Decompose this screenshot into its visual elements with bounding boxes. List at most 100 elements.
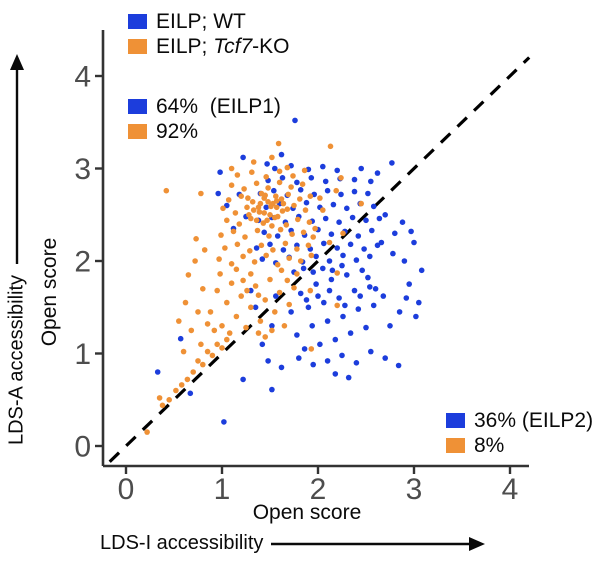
data-point-series-1 [294,271,300,277]
data-point-series-1 [217,271,223,277]
data-point-series-0 [382,355,389,361]
data-point-series-1 [204,321,211,327]
data-point-series-0 [303,297,310,303]
data-point-series-0 [296,355,302,361]
data-point-series-1 [219,323,225,329]
data-point-series-0 [334,167,341,174]
data-point-series-1 [270,200,276,207]
data-point-series-1 [226,330,233,336]
data-point-series-0 [273,293,279,299]
data-point-series-1 [198,190,204,197]
data-point-series-1 [250,207,257,213]
annotation-eilp2-orange-row: 8% [446,433,593,458]
data-point-series-0 [358,165,365,172]
legend: EILP; WT EILP; Tcf7-KO [128,9,289,59]
data-point-series-1 [265,185,271,191]
annotation-eilp1-blue-row: 64% (EILP1) [128,94,281,119]
data-point-series-0 [406,281,413,287]
data-point-series-0 [351,287,358,294]
data-point-series-1 [233,313,240,320]
data-point-series-0 [344,272,350,278]
data-point-series-1 [270,247,276,253]
data-point-series-0 [322,215,329,222]
data-point-series-1 [238,293,244,299]
data-point-series-1 [246,212,252,218]
data-point-series-1 [273,193,279,199]
data-point-series-1 [272,309,278,315]
data-point-series-1 [225,197,232,203]
data-point-series-1 [180,348,187,355]
data-point-series-1 [306,219,313,225]
data-point-series-0 [177,335,184,342]
data-point-series-1 [286,301,293,308]
data-point-series-1 [233,266,240,273]
x-outer-label: LDS-I accessibility [100,532,264,554]
data-point-series-1 [232,210,239,216]
data-point-series-1 [253,217,260,224]
legend-label-wt-text: EILP; WT [156,10,246,33]
legend-label-wt: EILP; WT [156,9,246,34]
annotation-swatch-blue [128,99,147,114]
data-point-series-1 [249,199,256,205]
data-point-series-1 [334,270,341,276]
data-point-series-0 [261,229,268,236]
data-point-series-0 [347,241,354,248]
x-axis-title: Open score [252,501,362,524]
data-point-series-0 [359,267,366,274]
annotation-swatch-blue-2 [446,413,465,428]
identity-dashed-line [108,56,531,463]
data-point-series-1 [262,334,269,340]
data-point-series-0 [324,358,331,364]
data-point-series-1 [182,299,189,306]
data-point-series-1 [193,236,199,242]
data-point-series-0 [387,323,393,329]
y-tick-label: 2 [74,246,91,279]
legend-item-tcf7ko: EILP; Tcf7-KO [128,34,289,59]
data-point-series-1 [195,358,201,364]
data-point-series-1 [242,234,248,240]
data-point-series-0 [308,175,315,181]
data-point-series-1 [250,159,257,165]
data-point-series-1 [267,212,273,218]
data-point-series-1 [251,259,258,265]
data-point-series-1 [317,195,323,201]
data-point-series-0 [336,219,342,225]
data-point-series-1 [284,206,291,212]
data-point-series-0 [357,293,364,299]
data-point-series-0 [292,117,298,124]
data-point-series-1 [176,318,182,324]
annotation-swatch-orange-2 [446,438,465,453]
data-point-series-0 [340,313,346,320]
data-point-series-1 [308,252,315,259]
legend-swatch-orange [128,39,147,54]
data-point-series-1 [238,193,244,199]
data-point-series-1 [294,246,300,252]
data-point-series-0 [403,295,410,301]
data-point-series-0 [355,233,362,239]
legend-label-tcf7ko-italic: Tcf7 [213,35,253,58]
data-point-series-0 [264,161,270,167]
data-point-series-0 [317,341,323,348]
data-point-series-0 [221,419,227,425]
data-point-series-0 [342,302,348,309]
data-point-series-0 [395,362,402,369]
annotation-eilp1-orange-text: 92% [156,120,199,143]
data-point-series-1 [178,382,185,388]
data-point-series-0 [252,304,259,311]
data-point-series-0 [374,170,381,176]
data-point-series-0 [265,358,271,364]
data-point-series-1 [307,193,314,199]
data-point-series-1 [299,181,306,187]
data-point-series-0 [329,267,336,274]
data-point-series-1 [224,217,230,224]
data-point-series-1 [248,271,254,277]
data-point-series-1 [326,239,333,246]
data-point-series-0 [278,151,285,158]
data-point-series-0 [416,299,422,306]
data-point-series-0 [259,256,266,262]
data-point-series-0 [365,274,371,281]
data-point-series-0 [278,364,285,371]
data-point-series-0 [411,239,417,246]
data-point-series-0 [370,302,377,309]
data-point-series-0 [321,240,327,247]
